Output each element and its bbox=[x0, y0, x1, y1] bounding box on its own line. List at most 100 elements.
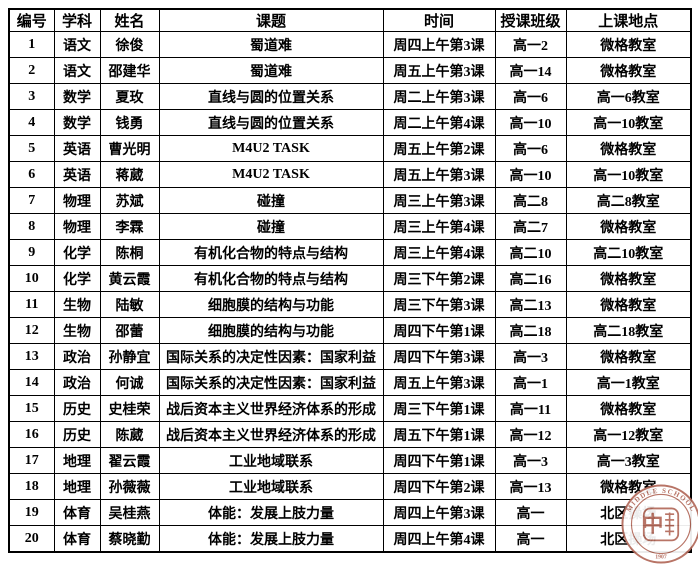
table-cell: 邵蕾 bbox=[99, 317, 160, 344]
table-cell: 高一3教室 bbox=[565, 447, 692, 474]
table-cell: 周三上午第4课 bbox=[382, 239, 496, 266]
table-cell: 物理 bbox=[53, 213, 101, 240]
table-cell: 高一6教室 bbox=[565, 83, 692, 110]
table-cell: 周五上午第3课 bbox=[382, 57, 496, 84]
table-cell: 碰撞 bbox=[158, 187, 384, 214]
table-cell: 夏玫 bbox=[99, 83, 160, 110]
table-cell: 高一2 bbox=[494, 31, 567, 58]
table-cell: 生物 bbox=[53, 317, 101, 344]
table-cell: 英语 bbox=[53, 161, 101, 188]
table-cell: 17 bbox=[8, 447, 55, 474]
table-cell: 化学 bbox=[53, 265, 101, 292]
table-cell: 高一6 bbox=[494, 135, 567, 162]
table-cell: 19 bbox=[8, 499, 55, 526]
table-cell: 周五上午第3课 bbox=[382, 161, 496, 188]
table-cell: 孙薇薇 bbox=[99, 473, 160, 500]
table-cell: 数学 bbox=[53, 83, 101, 110]
table-cell: 8 bbox=[8, 213, 55, 240]
table-cell: 高一 bbox=[494, 525, 567, 553]
table-cell: 邵建华 bbox=[99, 57, 160, 84]
table-cell: 周二上午第4课 bbox=[382, 109, 496, 136]
table-cell: 周三下午第2课 bbox=[382, 265, 496, 292]
table-cell: 高一14 bbox=[494, 57, 567, 84]
table-cell: 周五下午第1课 bbox=[382, 421, 496, 448]
table-body: 1 语文 徐俊 蜀道难 周四上午第3课 高一2 微格教室 2 语文 邵建华 蜀道难 周五上午第3课 高一… bbox=[8, 31, 692, 553]
table-cell: 周三上午第3课 bbox=[382, 187, 496, 214]
table-row: 18 地理 孙薇薇 工业地域联系 周四下午第2课 高一13 微格教室 bbox=[8, 473, 692, 500]
table-cell: M4U2 TASK bbox=[158, 135, 384, 162]
table-cell: 高一10 bbox=[494, 161, 567, 188]
table-cell: 高一3 bbox=[494, 447, 567, 474]
table-cell: 周四上午第3课 bbox=[382, 499, 496, 526]
table-cell: 碰撞 bbox=[158, 213, 384, 240]
table-cell: 高一10教室 bbox=[565, 161, 692, 188]
table-cell: 12 bbox=[8, 317, 55, 344]
table-cell: 蒋葳 bbox=[99, 161, 160, 188]
table-cell: 15 bbox=[8, 395, 55, 422]
column-header-class: 授课班级 bbox=[494, 8, 567, 32]
table-cell: 体育 bbox=[53, 525, 101, 553]
table-cell: 周四下午第1课 bbox=[382, 447, 496, 474]
table-row: 16 历史 陈葳 战后资本主义世界经济体系的形成 周五下午第1课 高一12 高一12教室 bbox=[8, 421, 692, 448]
table-cell: 英语 bbox=[53, 135, 101, 162]
table-cell: 战后资本主义世界经济体系的形成 bbox=[158, 395, 384, 422]
table-cell: 何诚 bbox=[99, 369, 160, 396]
column-header-time: 时间 bbox=[382, 8, 496, 32]
table-cell: M4U2 TASK bbox=[158, 161, 384, 188]
table-cell: 高二8教室 bbox=[565, 187, 692, 214]
seal-emblem: 中 bbox=[642, 512, 663, 536]
table-cell: 工业地域联系 bbox=[158, 447, 384, 474]
table-cell: 高二7 bbox=[494, 213, 567, 240]
table-row: 2 语文 邵建华 蜀道难 周五上午第3课 高一14 微格教室 bbox=[8, 57, 692, 84]
school-seal-watermark: MIDDLE SCHOOL 中 1907 bbox=[621, 484, 698, 564]
table-cell: 微格教室 bbox=[565, 265, 692, 292]
column-header-name: 姓名 bbox=[99, 8, 160, 32]
table-cell: 周四下午第3课 bbox=[382, 343, 496, 370]
table-cell: 16 bbox=[8, 421, 55, 448]
table-row: 17 地理 翟云霞 工业地域联系 周四下午第1课 高一3 高一3教室 bbox=[8, 447, 692, 474]
table-row: 9 化学 陈桐 有机化合物的特点与结构 周三上午第4课 高二10 高二10教室 bbox=[8, 239, 692, 266]
table-cell: 蜀道难 bbox=[158, 31, 384, 58]
table-cell: 10 bbox=[8, 265, 55, 292]
table-cell: 国际关系的决定性因素：国家利益 bbox=[158, 369, 384, 396]
table-cell: 周三下午第1课 bbox=[382, 395, 496, 422]
table-cell: 高一12教室 bbox=[565, 421, 692, 448]
table-cell: 4 bbox=[8, 109, 55, 136]
table-cell: 体育 bbox=[53, 499, 101, 526]
table-header-row: 编号 学科 姓名 课题 时间 授课班级 上课地点 bbox=[8, 8, 692, 32]
table-cell: 陈桐 bbox=[99, 239, 160, 266]
table-cell: 微格教室 bbox=[565, 291, 692, 318]
table-cell: 细胞膜的结构与功能 bbox=[158, 317, 384, 344]
table-cell: 政治 bbox=[53, 369, 101, 396]
table-cell: 孙静宜 bbox=[99, 343, 160, 370]
table-cell: 20 bbox=[8, 525, 55, 553]
table-cell: 陈葳 bbox=[99, 421, 160, 448]
table-row: 13 政治 孙静宜 国际关系的决定性因素：国家利益 周四下午第3课 高一3 微格教室 bbox=[8, 343, 692, 370]
table-cell: 地理 bbox=[53, 473, 101, 500]
table-cell: 李霖 bbox=[99, 213, 160, 240]
table-cell: 6 bbox=[8, 161, 55, 188]
table-cell: 高一1教室 bbox=[565, 369, 692, 396]
table-cell: 14 bbox=[8, 369, 55, 396]
table-cell: 周五上午第3课 bbox=[382, 369, 496, 396]
table-cell: 直线与圆的位置关系 bbox=[158, 109, 384, 136]
table-cell: 周二上午第3课 bbox=[382, 83, 496, 110]
table-cell: 高一10教室 bbox=[565, 109, 692, 136]
column-header-subject: 学科 bbox=[53, 8, 101, 32]
table-row: 12 生物 邵蕾 细胞膜的结构与功能 周四下午第1课 高二18 高二18教室 bbox=[8, 317, 692, 344]
table-cell: 周四下午第2课 bbox=[382, 473, 496, 500]
table-cell: 微格教室 bbox=[565, 135, 692, 162]
table-cell: 数学 bbox=[53, 109, 101, 136]
seal-year-text: 1907 bbox=[655, 554, 667, 560]
table-cell: 周四上午第4课 bbox=[382, 525, 496, 553]
column-header-number: 编号 bbox=[8, 8, 55, 32]
table-row: 6 英语 蒋葳 M4U2 TASK 周五上午第3课 高一10 高一10教室 bbox=[8, 161, 692, 188]
table-cell: 9 bbox=[8, 239, 55, 266]
table-cell: 高一12 bbox=[494, 421, 567, 448]
table-cell: 高一3 bbox=[494, 343, 567, 370]
table-cell: 细胞膜的结构与功能 bbox=[158, 291, 384, 318]
table-cell: 物理 bbox=[53, 187, 101, 214]
